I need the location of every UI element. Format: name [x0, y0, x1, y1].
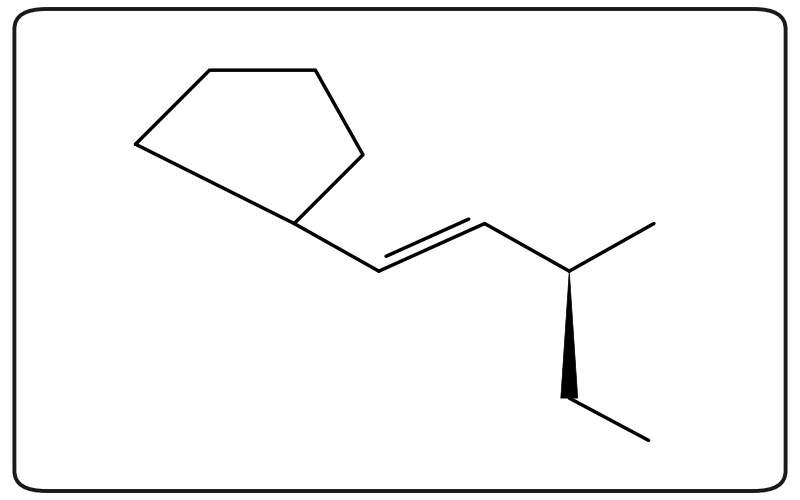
Polygon shape: [561, 271, 578, 398]
